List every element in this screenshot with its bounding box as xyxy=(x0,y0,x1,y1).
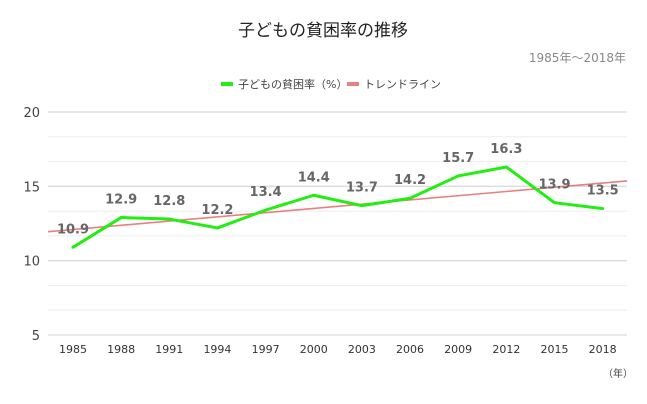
y-tick-label: 5 xyxy=(32,329,40,344)
data-label: 12.8 xyxy=(153,194,185,209)
legend-swatch-trend xyxy=(347,82,359,86)
x-tick-label: 1997 xyxy=(252,343,280,356)
data-point xyxy=(456,174,460,178)
data-label: 15.7 xyxy=(442,151,474,166)
chart-title: 子どもの貧困率の推移 xyxy=(238,21,408,41)
legend-label-trend: トレンドライン xyxy=(364,78,441,91)
x-tick-label: 2000 xyxy=(300,343,328,356)
x-tick-label: 1991 xyxy=(155,343,183,356)
y-tick-label: 15 xyxy=(23,180,40,195)
x-tick-label: 2012 xyxy=(492,343,520,356)
data-label: 13.4 xyxy=(250,185,282,200)
x-tick-label: 1985 xyxy=(59,343,87,356)
data-point xyxy=(167,217,171,221)
data-point xyxy=(360,204,364,208)
y-tick-label: 10 xyxy=(23,255,40,270)
data-point xyxy=(215,226,219,230)
chart-subtitle: 1985年～2018年 xyxy=(529,51,626,65)
y-tick-label: 20 xyxy=(23,106,40,121)
x-tick-label: 2009 xyxy=(444,343,472,356)
data-label: 14.2 xyxy=(394,173,426,188)
series-line-poverty xyxy=(72,165,603,249)
data-point xyxy=(264,208,268,212)
legend: 子どもの貧困率（%） トレンドライン xyxy=(221,77,441,91)
x-axis-label: （年） xyxy=(603,367,633,380)
data-label: 12.2 xyxy=(201,203,233,218)
x-tick-label: 2003 xyxy=(348,343,376,356)
data-label: 16.3 xyxy=(490,142,522,157)
data-label: 13.5 xyxy=(587,184,619,199)
x-tick-label: 2006 xyxy=(396,343,424,356)
trendline xyxy=(47,180,628,233)
x-tick-label: 1994 xyxy=(203,343,231,356)
data-point xyxy=(553,201,556,205)
legend-swatch-poverty xyxy=(221,82,233,86)
data-point xyxy=(601,207,605,211)
data-point xyxy=(71,245,75,249)
data-point xyxy=(312,193,316,197)
data-point xyxy=(119,216,123,220)
x-tick-label: 2018 xyxy=(589,343,617,356)
data-label: 14.4 xyxy=(298,170,330,185)
data-label: 13.9 xyxy=(538,178,570,193)
data-point xyxy=(408,196,412,200)
data-label: 12.9 xyxy=(105,193,137,208)
data-label: 13.7 xyxy=(346,181,378,196)
legend-label-poverty: 子どもの貧困率（%） xyxy=(238,77,347,91)
data-point xyxy=(504,165,508,169)
x-tick-label: 2015 xyxy=(541,343,569,356)
data-label: 10.9 xyxy=(57,222,89,237)
x-tick-label: 1988 xyxy=(107,343,135,356)
